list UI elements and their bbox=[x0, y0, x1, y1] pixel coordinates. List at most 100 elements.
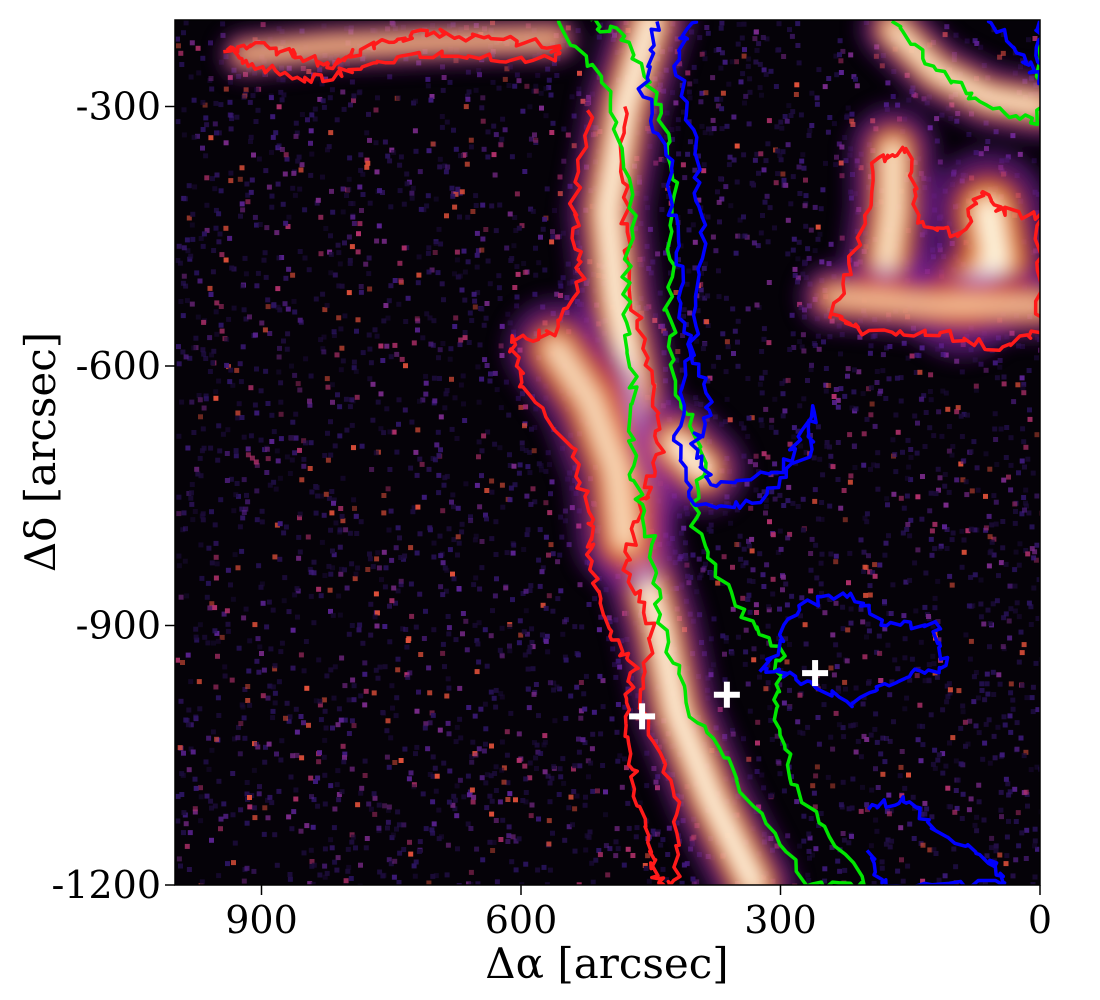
noise-pixel bbox=[311, 570, 317, 576]
noise-pixel bbox=[918, 758, 924, 764]
contour-layer bbox=[223, 20, 1040, 885]
noise-pixel bbox=[222, 673, 228, 679]
noise-pixel bbox=[746, 592, 752, 598]
noise-pixel bbox=[176, 433, 182, 439]
noise-pixel bbox=[622, 756, 627, 762]
noise-pixel bbox=[342, 717, 348, 723]
noise-pixel bbox=[674, 357, 680, 363]
noise-pixel bbox=[853, 685, 859, 691]
noise-pixel bbox=[692, 239, 698, 245]
noise-pixel bbox=[202, 102, 208, 108]
noise-pixel bbox=[423, 608, 428, 614]
noise-pixel bbox=[259, 651, 264, 656]
noise-pixel bbox=[675, 349, 681, 354]
noise-pixel bbox=[453, 315, 459, 321]
noise-pixel bbox=[868, 343, 874, 349]
noise-pixel bbox=[368, 632, 374, 638]
noise-pixel bbox=[511, 542, 517, 548]
noise-pixel bbox=[364, 836, 370, 841]
noise-pixel bbox=[933, 851, 939, 856]
noise-pixel bbox=[778, 157, 784, 163]
noise-pixel bbox=[449, 426, 455, 432]
noise-pixel bbox=[743, 627, 749, 633]
noise-pixel bbox=[885, 80, 891, 86]
noise-pixel bbox=[192, 184, 198, 190]
noise-pixel bbox=[940, 751, 946, 757]
noise-pixel bbox=[582, 706, 588, 712]
noise-pixel bbox=[773, 84, 779, 89]
noise-pixel bbox=[722, 677, 728, 683]
noise-pixel bbox=[209, 601, 215, 607]
noise-pixel bbox=[758, 230, 764, 236]
noise-pixel bbox=[362, 660, 368, 666]
noise-pixel bbox=[476, 454, 481, 460]
noise-pixel bbox=[224, 362, 230, 368]
noise-pixel bbox=[726, 81, 732, 87]
noise-pixel bbox=[265, 401, 271, 406]
noise-pixel bbox=[175, 793, 181, 799]
noise-pixel bbox=[566, 542, 572, 548]
noise-pixel bbox=[987, 644, 992, 650]
noise-pixel bbox=[744, 481, 750, 487]
noise-pixel bbox=[751, 182, 756, 188]
noise-pixel bbox=[254, 517, 260, 523]
noise-pixel bbox=[446, 526, 452, 532]
noise-pixel bbox=[309, 859, 315, 864]
noise-pixel bbox=[215, 695, 221, 701]
noise-pixel bbox=[873, 711, 879, 717]
noise-pixel bbox=[176, 553, 182, 559]
noise-pixel bbox=[484, 805, 490, 811]
noise-pixel bbox=[364, 130, 370, 136]
noise-pixel bbox=[272, 666, 278, 672]
noise-pixel bbox=[973, 670, 979, 675]
noise-pixel bbox=[404, 171, 410, 177]
noise-pixel bbox=[595, 788, 600, 794]
noise-pixel bbox=[1005, 781, 1011, 787]
noise-pixel bbox=[223, 813, 229, 819]
noise-pixel bbox=[365, 160, 371, 166]
noise-pixel bbox=[348, 102, 353, 108]
noise-pixel bbox=[253, 332, 258, 338]
noise-pixel bbox=[874, 649, 880, 655]
noise-pixel bbox=[782, 114, 788, 119]
noise-pixel bbox=[853, 749, 859, 755]
noise-pixel bbox=[262, 250, 268, 256]
noise-pixel bbox=[912, 413, 918, 419]
noise-pixel bbox=[322, 874, 328, 880]
noise-pixel bbox=[857, 334, 863, 340]
noise-pixel bbox=[919, 811, 925, 817]
noise-pixel bbox=[316, 586, 322, 592]
noise-pixel bbox=[660, 866, 666, 872]
noise-pixel bbox=[207, 77, 213, 83]
noise-pixel bbox=[230, 771, 236, 776]
noise-pixel bbox=[485, 258, 491, 264]
noise-pixel bbox=[381, 493, 387, 498]
noise-pixel bbox=[562, 837, 568, 843]
noise-pixel bbox=[886, 792, 892, 798]
noise-pixel bbox=[993, 848, 999, 854]
noise-pixel bbox=[449, 376, 454, 382]
noise-pixel bbox=[199, 879, 205, 885]
noise-pixel bbox=[426, 148, 432, 154]
noise-pixel bbox=[239, 702, 245, 708]
noise-pixel bbox=[842, 135, 848, 140]
noise-pixel bbox=[990, 601, 996, 607]
noise-pixel bbox=[958, 761, 964, 767]
noise-pixel bbox=[909, 353, 915, 359]
noise-pixel bbox=[521, 629, 527, 635]
noise-pixel bbox=[235, 735, 241, 741]
noise-pixel bbox=[402, 553, 408, 559]
noise-pixel bbox=[766, 340, 772, 346]
noise-pixel bbox=[213, 309, 219, 315]
noise-pixel bbox=[308, 128, 314, 134]
noise-pixel bbox=[228, 582, 233, 588]
noise-pixel bbox=[702, 341, 708, 347]
noise-pixel bbox=[761, 167, 767, 173]
noise-pixel bbox=[760, 35, 766, 40]
noise-pixel bbox=[224, 608, 230, 614]
noise-pixel bbox=[301, 850, 307, 856]
noise-pixel bbox=[801, 165, 807, 171]
noise-pixel bbox=[214, 300, 220, 306]
noise-pixel bbox=[944, 527, 950, 532]
noise-pixel bbox=[265, 456, 271, 462]
